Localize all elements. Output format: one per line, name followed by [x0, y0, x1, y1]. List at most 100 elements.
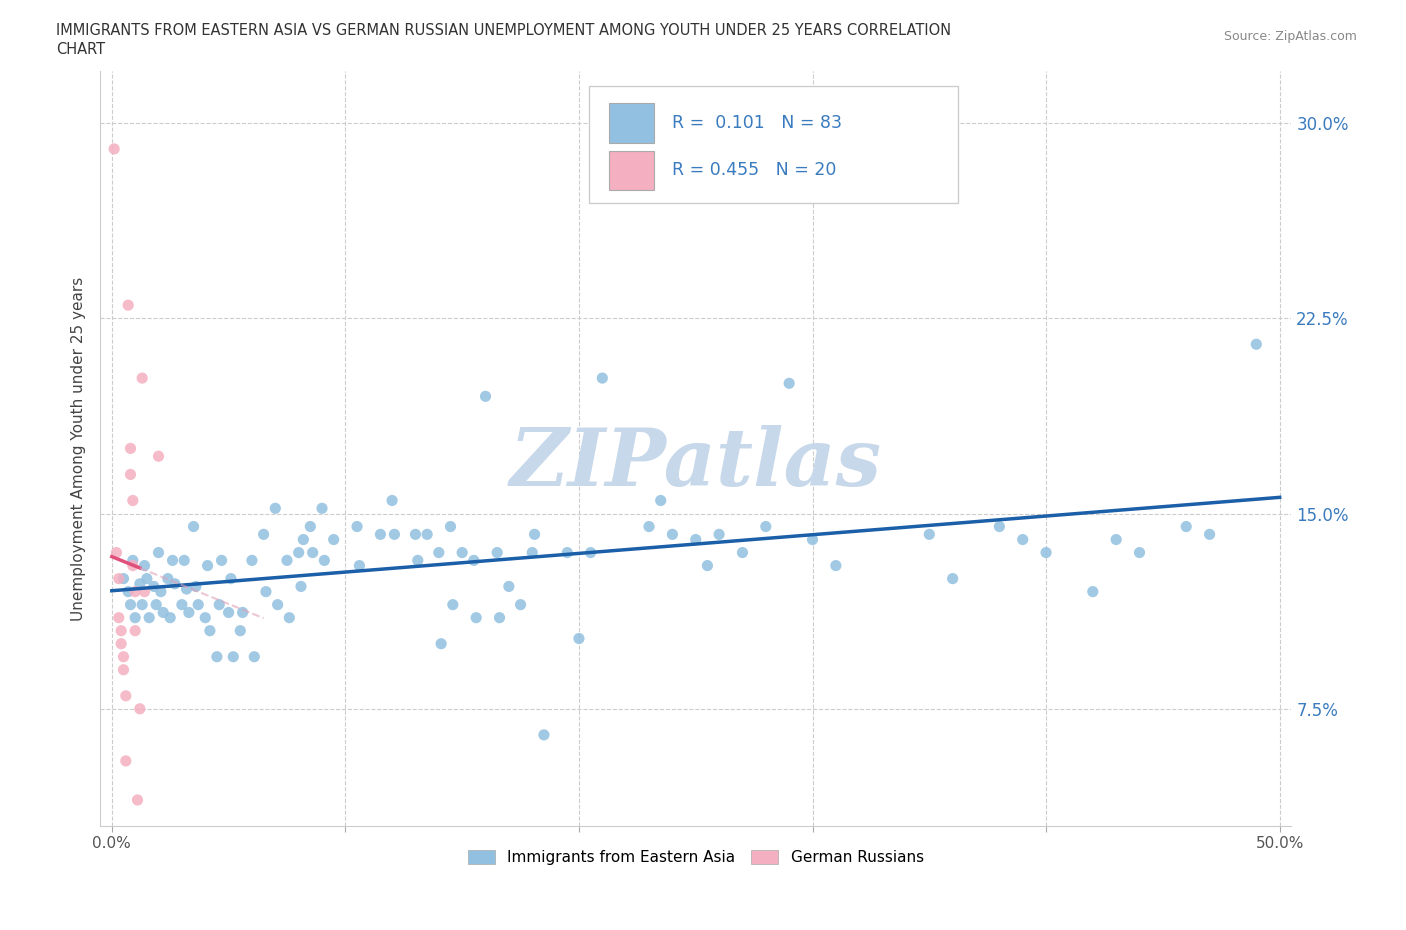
Point — [148, 449, 170, 464]
Point — [177, 605, 200, 620]
Point — [638, 519, 661, 534]
Point — [108, 571, 131, 586]
Point — [1011, 532, 1033, 547]
Point — [222, 649, 245, 664]
Point — [112, 571, 135, 586]
Point — [124, 623, 146, 638]
Legend: Immigrants from Eastern Asia, German Russians: Immigrants from Eastern Asia, German Rus… — [461, 844, 929, 871]
Point — [103, 141, 125, 156]
Point — [349, 558, 371, 573]
Point — [128, 577, 150, 591]
Point — [1128, 545, 1150, 560]
Point — [110, 636, 132, 651]
Point — [801, 532, 824, 547]
Point — [1198, 527, 1220, 542]
Point — [1035, 545, 1057, 560]
Point — [370, 527, 392, 542]
Point — [430, 636, 453, 651]
Point — [264, 501, 287, 516]
Point — [240, 553, 263, 568]
Point — [243, 649, 266, 664]
Point — [105, 545, 128, 560]
Point — [142, 579, 165, 594]
Point — [134, 558, 156, 573]
Point — [278, 610, 301, 625]
Point — [117, 584, 139, 599]
Point — [134, 584, 156, 599]
Point — [121, 553, 143, 568]
Point — [276, 553, 298, 568]
Point — [266, 597, 288, 612]
Point — [465, 610, 488, 625]
Point — [114, 688, 136, 703]
Point — [205, 649, 228, 664]
Point — [183, 519, 205, 534]
Point — [755, 519, 778, 534]
Point — [108, 610, 131, 625]
Point — [301, 545, 323, 560]
Point — [384, 527, 406, 542]
Point — [114, 753, 136, 768]
Point — [162, 553, 184, 568]
Point — [731, 545, 754, 560]
Point — [322, 532, 344, 547]
Point — [229, 623, 252, 638]
Point — [299, 519, 322, 534]
Point — [138, 610, 160, 625]
Point — [112, 649, 135, 664]
Text: Source: ZipAtlas.com: Source: ZipAtlas.com — [1223, 30, 1357, 43]
Point — [523, 527, 546, 542]
Point — [170, 597, 193, 612]
Point — [194, 610, 217, 625]
Point — [406, 553, 429, 568]
Point — [1081, 584, 1104, 599]
Point — [254, 584, 277, 599]
Point — [381, 493, 404, 508]
Text: CHART: CHART — [56, 42, 105, 57]
Point — [463, 553, 485, 568]
Y-axis label: Unemployment Among Youth under 25 years: Unemployment Among Youth under 25 years — [72, 276, 86, 620]
Point — [918, 527, 941, 542]
Point — [117, 298, 139, 312]
Point — [509, 597, 531, 612]
Point — [208, 597, 231, 612]
Point — [173, 553, 195, 568]
Point — [163, 577, 186, 591]
Point — [184, 579, 207, 594]
Point — [707, 527, 730, 542]
Point — [131, 597, 153, 612]
Point — [311, 501, 333, 516]
Point — [488, 610, 510, 625]
Point — [568, 631, 591, 646]
Point — [591, 371, 613, 386]
Point — [533, 727, 555, 742]
Point — [124, 610, 146, 625]
Point — [152, 605, 174, 620]
Point — [197, 558, 219, 573]
Point — [346, 519, 368, 534]
Point — [498, 579, 520, 594]
Point — [145, 597, 167, 612]
Point — [121, 558, 143, 573]
Point — [1105, 532, 1128, 547]
Point — [131, 371, 153, 386]
Point — [451, 545, 474, 560]
Point — [988, 519, 1011, 534]
Point — [176, 581, 198, 596]
Point — [112, 662, 135, 677]
Point — [696, 558, 718, 573]
Point — [156, 571, 179, 586]
Point — [555, 545, 578, 560]
Text: R =  0.101   N = 83: R = 0.101 N = 83 — [672, 113, 842, 132]
Point — [650, 493, 672, 508]
Point — [287, 545, 309, 560]
Point — [441, 597, 464, 612]
Point — [314, 553, 336, 568]
Text: R = 0.455   N = 20: R = 0.455 N = 20 — [672, 162, 837, 179]
Point — [685, 532, 707, 547]
Point — [290, 579, 312, 594]
Point — [211, 553, 233, 568]
Text: ZIPatlas: ZIPatlas — [509, 425, 882, 502]
Point — [232, 605, 254, 620]
Point — [149, 584, 172, 599]
